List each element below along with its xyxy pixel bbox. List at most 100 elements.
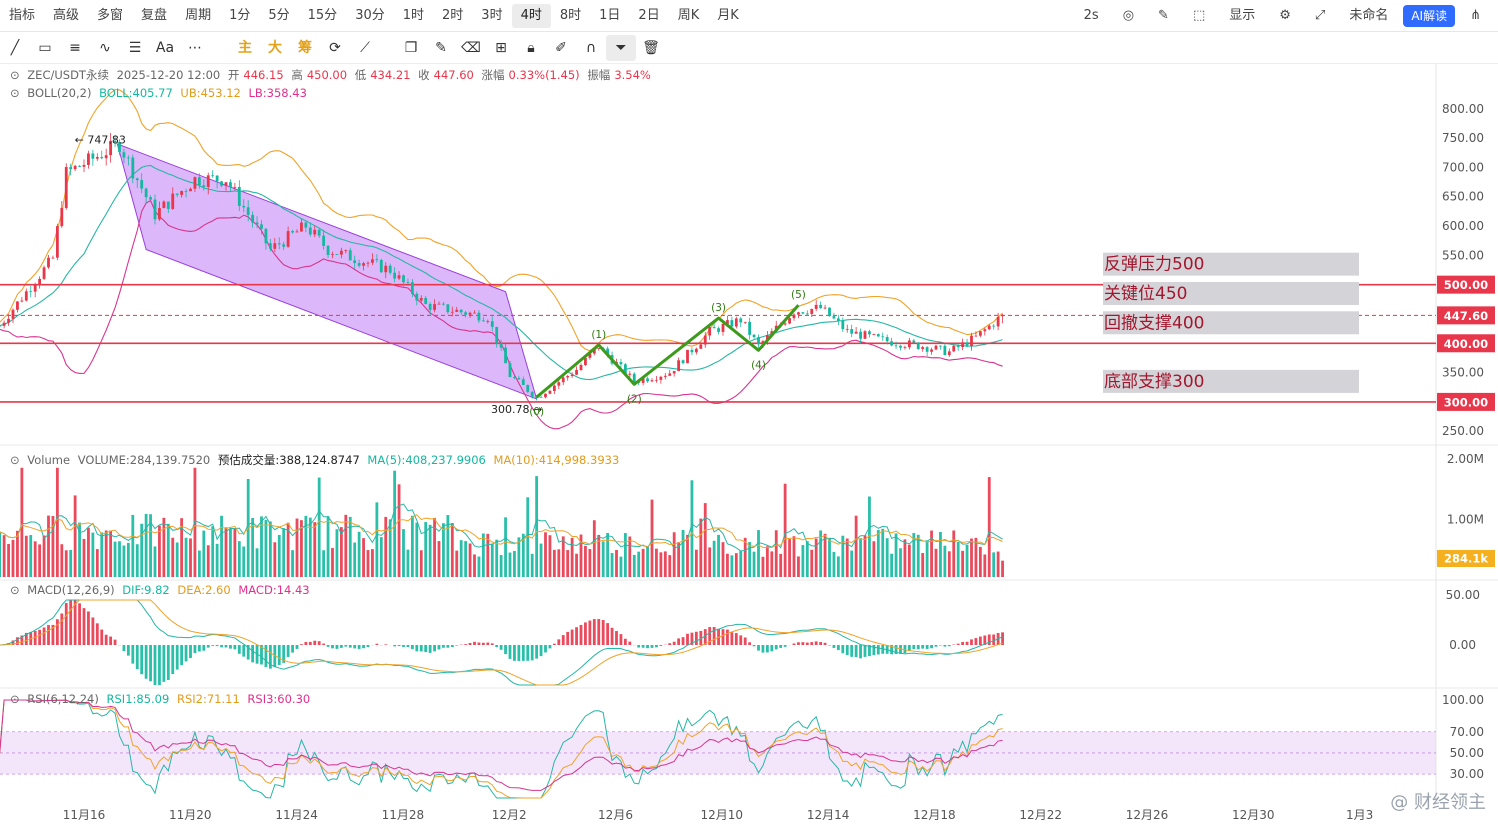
period-tab-5[interactable]: 1分 — [229, 7, 251, 23]
period-tab-6[interactable]: 5分 — [268, 7, 290, 23]
macd-hist-bar — [437, 645, 441, 650]
candle-body — [264, 228, 268, 244]
period-tab-1[interactable]: 高级 — [53, 7, 80, 23]
candle-body — [872, 334, 876, 335]
volume-bar — [55, 467, 59, 577]
fullscreen-icon[interactable]: ⤢ — [1314, 8, 1326, 23]
parallel-tool-icon[interactable]: ≡ — [69, 39, 81, 56]
period-tab-3[interactable]: 复盘 — [141, 7, 168, 23]
macd-hist-bar — [126, 645, 130, 656]
eraser-icon[interactable]: ⌫ — [461, 39, 481, 56]
brush-icon[interactable]: ✎ — [435, 39, 447, 56]
refresh-interval[interactable]: 2s — [1083, 8, 1099, 23]
candle-body — [180, 191, 184, 195]
volume-bar — [992, 552, 996, 577]
macd-hist-bar — [344, 645, 348, 647]
macd-hist-bar — [268, 645, 272, 669]
candle-body — [384, 265, 388, 273]
line-tool-icon[interactable]: ╱ — [10, 39, 20, 56]
collapse-icon[interactable]: ⊙ — [10, 86, 20, 100]
period-tab-11[interactable]: 3时 — [481, 7, 503, 23]
collapse-icon[interactable]: ⊙ — [10, 453, 20, 467]
candle-body — [229, 182, 232, 188]
candle-body — [113, 140, 117, 143]
macd-hist-bar — [197, 645, 201, 652]
x-tick-8: 12月18 — [913, 808, 956, 822]
macd-hist-bar — [943, 645, 947, 647]
candle-body — [366, 262, 370, 264]
volume-last-label: 284.1k — [1444, 552, 1488, 566]
note-icon[interactable]: ✐ — [555, 39, 567, 56]
x-tick-10: 12月26 — [1126, 808, 1169, 822]
volume-bar — [783, 483, 787, 577]
candle-body — [118, 142, 121, 153]
period-tab-7[interactable]: 15分 — [307, 7, 338, 23]
wave-tool-icon[interactable]: ∿ — [99, 39, 111, 56]
volume-bar — [229, 528, 232, 577]
display-button[interactable]: 显示 — [1229, 8, 1256, 23]
period-tab-15[interactable]: 2日 — [638, 7, 660, 23]
period-tab-2[interactable]: 多窗 — [97, 7, 124, 23]
measure-icon[interactable]: ⟋ — [360, 39, 370, 56]
rect-tool-icon[interactable]: ▭ — [38, 39, 52, 56]
period-tab-17[interactable]: 月K — [717, 7, 739, 23]
period-tab-9[interactable]: 1时 — [402, 7, 425, 23]
period-tab-10[interactable]: 2时 — [442, 7, 464, 23]
macd-hist-bar — [947, 645, 951, 647]
more-tools-icon[interactable]: ⋯ — [188, 39, 202, 56]
volume-bar — [703, 503, 707, 577]
price-tick-2: 350.00 — [1442, 366, 1484, 380]
share-icon[interactable]: ⋔ — [1470, 8, 1481, 23]
macd-hist-bar — [206, 645, 210, 648]
candle-body — [792, 314, 796, 319]
candle-body — [499, 343, 503, 348]
volume-bar — [739, 550, 743, 577]
period-tab-13[interactable]: 8时 — [559, 7, 582, 23]
period-tab-12[interactable]: 4时 — [511, 3, 551, 28]
layout-icon[interactable]: ⬚ — [1192, 8, 1206, 23]
magnet-icon[interactable]: ∩ — [585, 39, 597, 56]
volume-bar — [668, 555, 672, 577]
period-tab-16[interactable]: 周K — [677, 7, 700, 23]
macd-hist-bar — [158, 645, 161, 685]
sync-icon[interactable]: ⟳ — [329, 39, 341, 56]
period-tab-14[interactable]: 1日 — [599, 7, 621, 23]
fib-tool-icon[interactable]: ☰ — [128, 39, 142, 56]
period-tab-0[interactable]: 指标 — [9, 7, 36, 23]
cloud-layout-name[interactable]: 未命名 — [1349, 8, 1389, 23]
collapse-icon[interactable]: ⊙ — [10, 692, 20, 706]
trash-icon[interactable]: 🗑︎ — [642, 39, 660, 56]
main-chart-toggle[interactable]: 主 — [238, 39, 252, 56]
lock-icon[interactable]: 🔒︎ — [527, 39, 535, 56]
level-note-4: 底部支撑300 — [1104, 372, 1204, 392]
ai-explain-button[interactable]: AI解读 — [1403, 5, 1456, 27]
collapse-icon[interactable]: ⊙ — [10, 583, 20, 597]
candle-body — [300, 222, 303, 232]
volume-bar — [819, 530, 823, 577]
chip-toggle[interactable]: 筹 — [298, 39, 312, 56]
candle-body — [20, 300, 24, 302]
copy-icon[interactable]: ❐ — [404, 39, 418, 56]
ruler-icon[interactable]: ⊞ — [495, 39, 507, 56]
filter-icon[interactable]: ⏷ — [606, 34, 636, 61]
elliott-wave-line — [535, 304, 800, 399]
macd-hist-bar — [113, 639, 117, 645]
collapse-icon[interactable]: ⊙ — [10, 68, 20, 82]
pencil-icon[interactable]: ✎ — [1158, 8, 1169, 23]
candle-body — [273, 243, 277, 249]
candle-body — [606, 348, 610, 356]
macd-hist-bar — [881, 645, 885, 654]
text-tool-icon[interactable]: Aa — [155, 39, 175, 56]
period-tab-8[interactable]: 30分 — [355, 7, 385, 23]
gear-icon[interactable]: ⚙ — [1279, 8, 1291, 23]
period-tab-4[interactable]: 周期 — [185, 7, 212, 23]
big-order-toggle[interactable]: 大 — [268, 39, 282, 56]
macd-hist-bar — [987, 634, 991, 645]
camera-icon[interactable]: ◎ — [1122, 8, 1135, 23]
symbol: ZEC/USDT永续 — [27, 68, 109, 82]
macd-hist-bar — [863, 645, 867, 657]
descending-channel — [116, 143, 538, 400]
candle-body — [925, 347, 929, 352]
volume-bar — [1001, 560, 1004, 577]
